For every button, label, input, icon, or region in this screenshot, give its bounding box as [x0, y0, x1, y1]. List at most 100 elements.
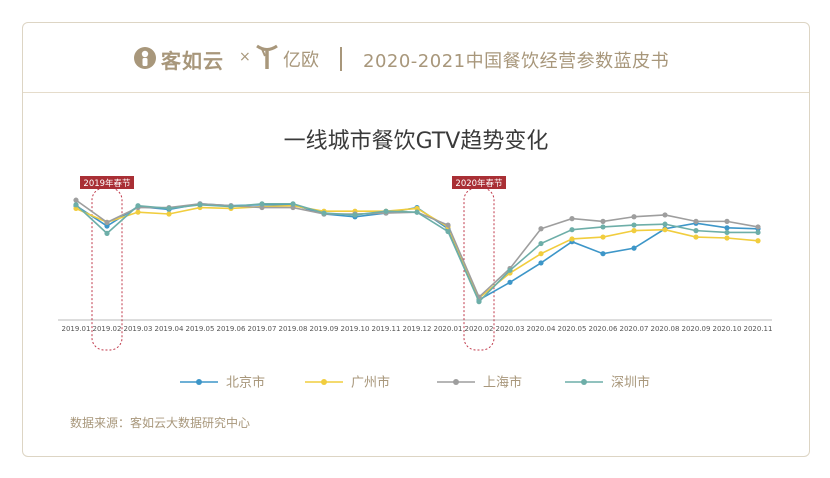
- report-card: 客如云 × 亿欧 2020-2021中国餐饮经营参数蓝皮书 一线城市餐饮GTV趋…: [22, 22, 810, 457]
- data-point: [724, 225, 730, 231]
- chart-title: 一线城市餐饮GTV趋势变化: [283, 129, 549, 154]
- x-tick-label: 2019.11: [372, 325, 401, 333]
- data-point: [631, 245, 637, 251]
- annotation-box: [91, 187, 123, 351]
- annotation-label: 2019年春节: [83, 178, 131, 189]
- times-sign: ×: [239, 49, 251, 65]
- data-point: [693, 234, 699, 240]
- data-point: [724, 229, 730, 236]
- x-tick-label: 2020.11: [744, 325, 773, 333]
- data-point: [197, 202, 203, 208]
- data-point: [135, 209, 141, 215]
- data-point: [135, 203, 141, 209]
- x-tick-label: 2020.10: [713, 325, 742, 333]
- series-line: [75, 203, 759, 301]
- data-point: [538, 226, 544, 232]
- brand-primary: 客如云: [161, 49, 224, 73]
- data-point: [600, 234, 606, 240]
- data-point: [445, 222, 451, 228]
- x-tick-label: 2020.03: [496, 325, 525, 333]
- header-separator: [340, 47, 342, 71]
- data-point: [662, 221, 668, 227]
- x-tick-label: 2020.07: [620, 325, 649, 333]
- data-point: [321, 210, 327, 216]
- x-tick-label: 2020.04: [527, 325, 556, 333]
- x-tick-label: 2019.10: [341, 325, 370, 333]
- data-point: [290, 204, 296, 211]
- annotation-label: 2020年春节: [455, 178, 503, 189]
- legend-label: 上海市: [483, 375, 522, 391]
- data-point: [600, 251, 606, 257]
- annotation-label-bg: [80, 176, 134, 189]
- data-point: [104, 230, 110, 236]
- legend-marker: [196, 379, 202, 385]
- data-point: [507, 279, 513, 285]
- report-header: 客如云 × 亿欧 2020-2021中国餐饮经营参数蓝皮书: [23, 23, 809, 93]
- data-point: [104, 219, 110, 225]
- x-tick-label: 2019.12: [403, 325, 432, 333]
- x-tick-label: 2019.02: [93, 325, 122, 333]
- x-tick-label: 2020.02: [465, 325, 494, 333]
- data-point: [755, 224, 761, 230]
- data-point: [538, 251, 544, 257]
- data-point: [104, 223, 110, 229]
- data-point: [631, 214, 637, 220]
- legend-label: 广州市: [351, 375, 390, 391]
- x-tick-label: 2020.01: [434, 325, 463, 333]
- data-point: [166, 211, 172, 217]
- data-point: [693, 218, 699, 224]
- x-tick-label: 2020.06: [589, 325, 618, 333]
- brand-secondary: 亿欧: [283, 50, 319, 71]
- x-tick-label: 2019.06: [217, 325, 246, 333]
- x-tick-label: 2019.05: [186, 325, 215, 333]
- data-point: [600, 218, 606, 224]
- legend-label: 北京市: [226, 375, 265, 391]
- x-tick-label: 2020.09: [682, 325, 711, 333]
- data-point: [445, 228, 451, 235]
- data-point: [693, 228, 699, 234]
- legend-marker: [453, 379, 459, 385]
- x-tick-label: 2020.08: [651, 325, 680, 333]
- data-point: [383, 208, 389, 214]
- annotation-label-bg: [452, 176, 506, 189]
- data-point: [259, 201, 265, 207]
- data-point: [352, 212, 358, 218]
- x-tick-label: 2019.01: [62, 325, 91, 333]
- data-point: [290, 201, 296, 207]
- data-point: [414, 205, 420, 212]
- data-point: [414, 209, 420, 215]
- data-point: [73, 202, 79, 208]
- header-divider: [23, 92, 809, 93]
- data-point: [662, 212, 668, 218]
- data-point: [228, 204, 234, 210]
- data-point: [724, 235, 730, 241]
- series-line: [75, 203, 758, 304]
- x-tick-label: 2019.09: [310, 325, 339, 333]
- data-point: [259, 204, 265, 211]
- legend-marker: [581, 379, 587, 385]
- data-point: [755, 238, 761, 244]
- data-point: [73, 197, 79, 203]
- data-point: [476, 299, 482, 305]
- data-point: [569, 236, 575, 242]
- keruyun-logo-icon: [134, 47, 156, 69]
- data-point: [538, 240, 544, 247]
- yiou-logo-icon: [256, 44, 278, 69]
- series-line: [75, 204, 759, 300]
- legend-label: 深圳市: [611, 375, 650, 391]
- data-point: [569, 216, 575, 222]
- data-point: [166, 205, 172, 212]
- data-source: 数据来源：客如云大数据研究中心: [70, 416, 251, 430]
- data-point: [631, 228, 637, 234]
- data-point: [73, 205, 79, 212]
- x-tick-label: 2019.08: [279, 325, 308, 333]
- annotation-box: [463, 187, 495, 351]
- data-point: [507, 267, 513, 273]
- data-point: [538, 260, 544, 266]
- x-tick-label: 2019.03: [124, 325, 153, 333]
- data-point: [569, 227, 575, 233]
- data-point: [724, 218, 730, 224]
- legend-marker: [321, 379, 327, 385]
- x-tick-label: 2020.05: [558, 325, 587, 333]
